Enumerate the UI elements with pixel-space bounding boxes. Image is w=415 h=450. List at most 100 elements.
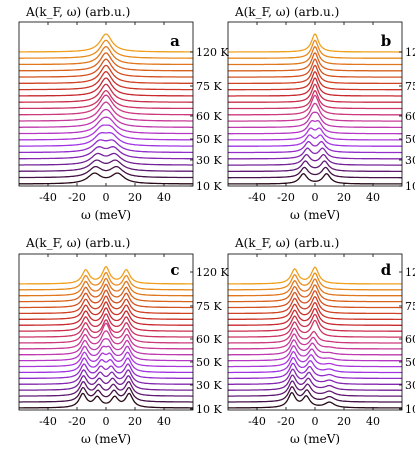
panel-label: d (381, 261, 392, 279)
spectrum-curve (19, 319, 193, 338)
x-tick-label: 40 (157, 415, 171, 428)
spectrum-curve (228, 278, 402, 297)
panel-a: -40 -20 0 20 40 120 K 75 K 60 K 50 K 30 K 10 K A(k_… (18, 5, 229, 222)
spectrum-curve (228, 362, 402, 380)
spectrum-curve (19, 172, 193, 185)
x-tick-label: -40 (248, 191, 266, 204)
temperature-label: 60 K (196, 333, 222, 346)
spectrum-curve (19, 301, 193, 320)
x-tick-label: 0 (103, 415, 110, 428)
spectrum-curve (228, 58, 402, 78)
x-tick-label: -20 (277, 415, 295, 428)
x-tick-label: -20 (277, 191, 295, 204)
spectrum-curve (228, 356, 402, 374)
spectrum-curve (19, 159, 193, 172)
spectrum-curve (19, 33, 193, 53)
spectrum-curve (19, 139, 193, 154)
spectrum-curve (19, 271, 193, 291)
temperature-label: 30 K (405, 154, 415, 167)
spectrum-curve (228, 339, 402, 356)
x-tick-label: 0 (312, 415, 319, 428)
panel-label: c (170, 261, 179, 279)
x-tick-label: 20 (128, 191, 142, 204)
spectrum-curve (228, 284, 403, 303)
spectrum-curve (228, 39, 402, 59)
spectrum-curve (19, 351, 193, 368)
spectrum-curve (19, 283, 193, 303)
temperature-label: 75 K (196, 300, 222, 313)
spectrum-curve (19, 345, 193, 362)
spectrum-curve (228, 89, 402, 110)
panel-b: -40 -20 0 20 40 120 K 75 K 60 K 50 K 30 K 10 K A(k_… (227, 5, 415, 222)
spectrum-curve (228, 266, 402, 285)
x-tick-label: 0 (103, 191, 110, 204)
temperature-label: 10 K (405, 180, 415, 193)
spectrum-curve (228, 153, 402, 166)
panel-label: a (170, 32, 180, 50)
spectrum-curve (228, 333, 402, 350)
spectrum-curve (228, 134, 402, 147)
spectrum-curve (19, 132, 193, 147)
spectrum-curve (228, 160, 402, 173)
spectrum-curve (228, 33, 402, 53)
panel-label: b (381, 32, 392, 50)
spectrum-curve (228, 327, 402, 344)
x-tick-label: 0 (312, 191, 319, 204)
spectrum-curve (228, 147, 402, 160)
spectrum-curve (19, 116, 193, 135)
spectrum-curve (19, 94, 193, 116)
spectrum-curve (19, 124, 193, 141)
x-axis-label: ω (meV) (81, 432, 131, 446)
spectrum-curve (228, 94, 402, 116)
spectrum-curve (228, 391, 402, 409)
spectrum-curve (228, 368, 402, 385)
spectrum-curve (228, 111, 402, 129)
x-tick-label: -40 (39, 415, 57, 428)
spectrum-curve (228, 45, 402, 66)
y-axis-label: A(k_F, ω) (arb.u.) (25, 5, 130, 19)
temperature-label: 30 K (196, 154, 222, 167)
spectrum-curve (228, 272, 402, 291)
temperature-label: 120 K (196, 266, 229, 279)
spectrum-curve (228, 70, 402, 91)
spectrum-curve (228, 77, 402, 97)
spectrum-curve (19, 322, 193, 344)
spectrum-curve (228, 313, 402, 332)
temperature-label: 50 K (196, 133, 222, 146)
spectrum-curve (19, 381, 193, 397)
spectrum-curve (228, 102, 402, 122)
spectrum-curve (19, 146, 193, 160)
spectrum-curve (228, 140, 402, 154)
x-tick-label: 20 (337, 191, 351, 204)
spectrum-curve (19, 64, 193, 84)
temperature-label: 50 K (405, 356, 415, 369)
spectrum-curve (228, 64, 402, 85)
x-axis-label: ω (meV) (290, 208, 340, 222)
x-tick-label: 40 (366, 415, 380, 428)
temperature-label: 10 K (196, 403, 222, 416)
temperature-label: 120 K (405, 46, 415, 59)
spectrum-curve (228, 374, 402, 391)
spectrum-curve (19, 313, 193, 332)
temperature-label: 75 K (405, 300, 415, 313)
spectrum-curve (19, 289, 193, 309)
temperature-label: 60 K (405, 333, 415, 346)
x-tick-label: 40 (366, 191, 380, 204)
spectrum-curve (19, 101, 193, 122)
temperature-label: 50 K (405, 133, 415, 146)
spectrum-curve (19, 307, 193, 326)
spectrum-curve (228, 289, 402, 309)
spectrum-curve (228, 295, 402, 315)
temperature-label: 60 K (405, 110, 415, 123)
temperature-label: 10 K (405, 403, 415, 416)
spectrum-curve (228, 172, 402, 185)
spectrum-curve (19, 386, 193, 403)
spectrum-curve (19, 152, 193, 166)
spectrum-curve (19, 77, 193, 97)
plot-frame (18, 253, 194, 411)
x-axis-label: ω (meV) (290, 432, 340, 446)
x-axis-label: ω (meV) (81, 208, 131, 222)
spectrum-curve (228, 380, 402, 397)
temperature-label: 50 K (196, 356, 222, 369)
